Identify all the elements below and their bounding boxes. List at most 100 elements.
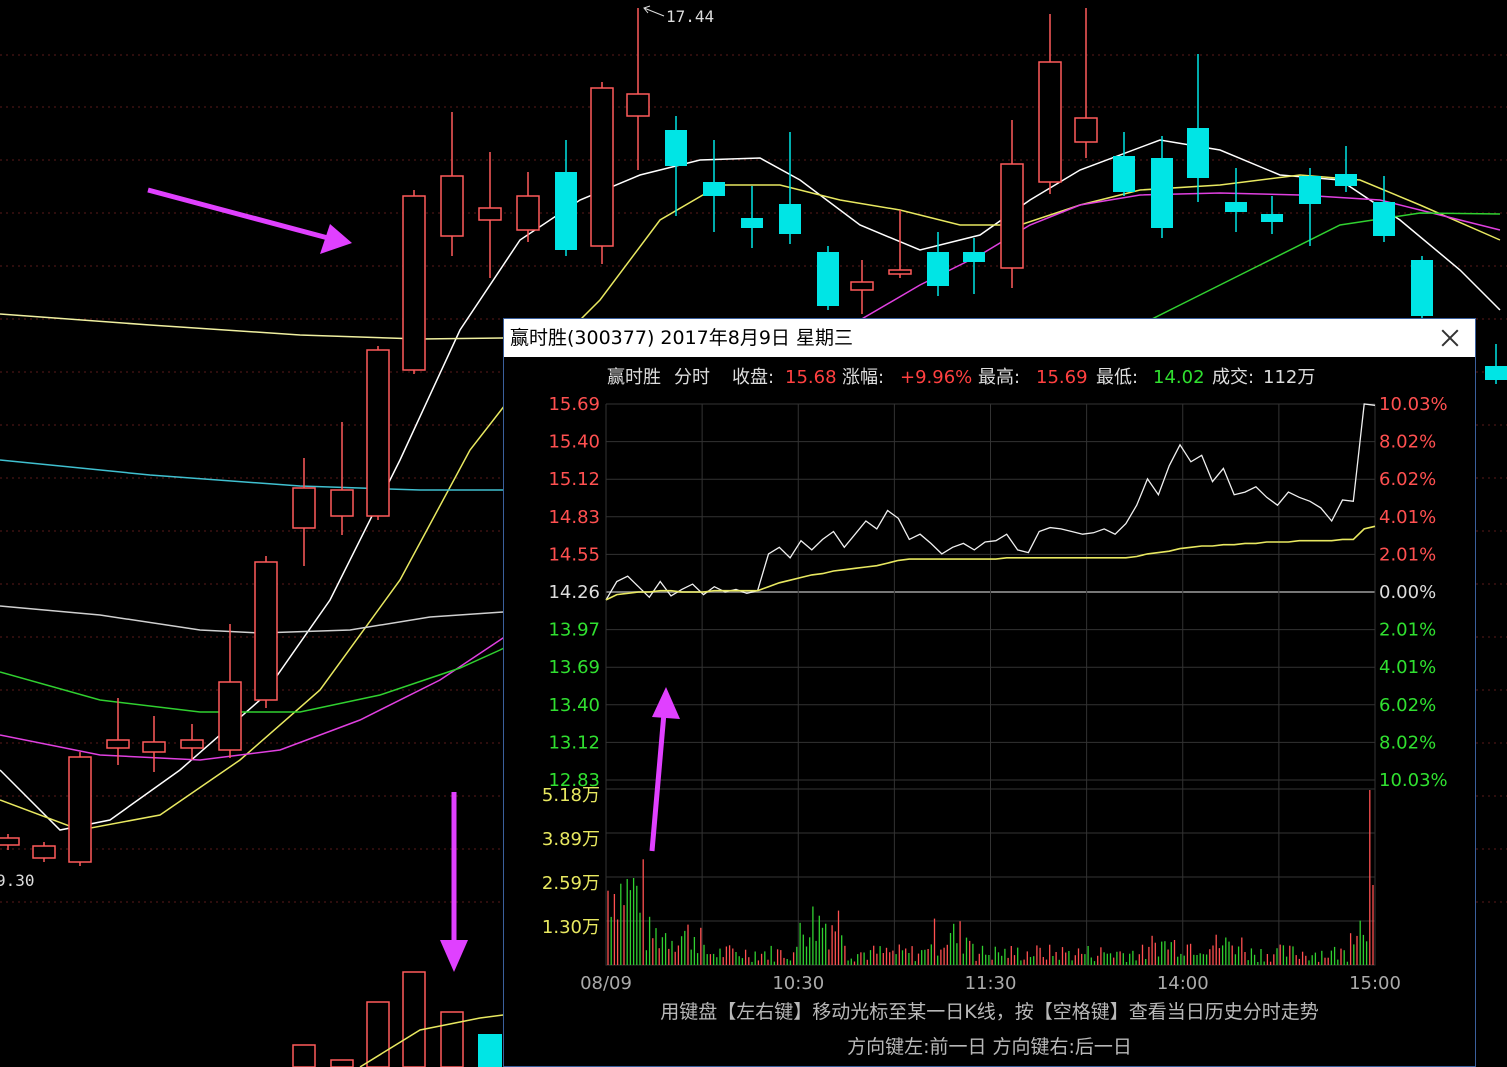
candlesticks	[0, 8, 1507, 866]
candlestick	[703, 140, 725, 232]
pointing-arrow-icon	[649, 687, 680, 852]
candlestick	[366, 346, 390, 520]
volume-axis: 5.18万 3.89万 2.59万 1.30万	[542, 785, 600, 938]
kline-volume-bar	[440, 1011, 464, 1067]
candlestick	[218, 624, 242, 758]
candle-body-down	[779, 204, 801, 234]
candle-body-up	[626, 93, 650, 117]
candlestick	[0, 834, 20, 850]
candlestick	[516, 172, 540, 242]
candlestick	[1225, 168, 1247, 232]
candlestick	[888, 210, 912, 278]
percent-tick-label: 0.00%	[1379, 582, 1436, 603]
candlestick	[1038, 14, 1062, 194]
pointing-arrow-icon	[147, 187, 352, 254]
candle-body-up	[292, 487, 316, 529]
candle-body-down	[1187, 128, 1209, 178]
candlestick	[1373, 176, 1395, 242]
percent-tick-label: 10.03%	[1379, 394, 1448, 415]
candlestick	[850, 260, 874, 314]
price-axis: 15.69 15.40 15.12 14.83 14.55 14.26 13.97 13.69…	[548, 394, 600, 791]
annotation-arrows	[147, 187, 468, 972]
kline-volume-bar	[478, 1034, 502, 1067]
price-tick-label: 14.83	[548, 507, 600, 528]
volume-tick-label: 2.59万	[542, 873, 600, 894]
candle-body-up	[478, 207, 502, 221]
candlestick	[1485, 344, 1507, 384]
volume-tick-label: 5.18万	[542, 785, 600, 806]
candle-body-down	[1151, 158, 1173, 228]
percent-axis: 10.03% 8.02% 6.02% 4.01% 2.01% 0.00% 2.01% 4.01…	[1379, 394, 1448, 791]
popup-title-bar[interactable]: 赢时胜(300377) 2017年8月9日 星期三	[504, 319, 1475, 357]
candlestick	[180, 724, 204, 760]
candlestick	[555, 140, 577, 256]
candle-body-up	[32, 845, 56, 859]
time-tick-label: 10:30	[772, 973, 824, 994]
percent-tick-label: 6.02%	[1379, 469, 1436, 490]
close-value: 15.68	[785, 367, 837, 388]
percent-tick-label: 10.03%	[1379, 770, 1448, 791]
candlestick	[817, 246, 839, 310]
candlestick	[142, 716, 166, 772]
time-tick-label: 08/09	[580, 973, 632, 994]
candle-body-up	[218, 681, 242, 751]
candle-body-down	[741, 218, 763, 228]
time-axis: 08/09 10:30 11:30 14:00 15:00	[580, 973, 1401, 994]
candle-body-up	[850, 281, 874, 291]
moving-average-line	[0, 459, 503, 491]
candlestick	[779, 132, 801, 244]
candlestick	[1187, 54, 1209, 202]
high-price-marker: 17.44	[643, 5, 714, 26]
candlestick	[292, 458, 316, 566]
candle-body-up	[366, 349, 390, 517]
percent-tick-label: 4.01%	[1379, 507, 1436, 528]
price-tick-label: 14.55	[548, 544, 600, 565]
candlestick	[1151, 136, 1173, 238]
candlestick	[440, 112, 464, 256]
candlestick	[590, 82, 614, 264]
stock-name: 赢时胜	[607, 366, 661, 388]
candlestick	[665, 116, 687, 216]
change-label: 涨幅:	[842, 367, 884, 388]
high-price-label: 17.44	[666, 7, 714, 26]
candlestick	[741, 186, 763, 248]
price-tick-label: 13.69	[548, 657, 600, 678]
candle-body-up	[888, 269, 912, 275]
candle-body-up	[254, 561, 278, 701]
time-tick-label: 11:30	[965, 973, 1017, 994]
price-tick-label: 12.83	[548, 770, 600, 791]
kline-volume-bar	[292, 1044, 316, 1067]
high-label: 最高:	[978, 367, 1020, 388]
candlestick	[626, 8, 650, 170]
volume-bars	[607, 790, 1374, 965]
candle-body-down	[1261, 214, 1283, 222]
time-tick-label: 14:00	[1157, 973, 1209, 994]
kline-volume-bars	[292, 971, 504, 1067]
candle-body-up	[1038, 61, 1062, 183]
candlestick	[1411, 256, 1433, 318]
candle-body-down	[665, 130, 687, 166]
percent-tick-label: 4.01%	[1379, 657, 1436, 678]
candle-body-down	[1411, 260, 1433, 316]
candle-body-down	[703, 182, 725, 196]
volume-label: 成交:	[1212, 367, 1254, 388]
candle-body-up	[1074, 117, 1098, 143]
candle-body-down	[555, 172, 577, 250]
low-value: 14.02	[1153, 367, 1205, 388]
price-tick-label: 15.40	[548, 432, 600, 453]
moving-average-line	[0, 605, 504, 634]
percent-tick-label: 8.02%	[1379, 432, 1436, 453]
candlestick	[68, 752, 92, 866]
close-label: 收盘:	[732, 367, 774, 388]
candle-body-up	[440, 175, 464, 237]
close-icon[interactable]	[1435, 323, 1465, 353]
price-series	[605, 403, 1376, 601]
percent-tick-label: 2.01%	[1379, 544, 1436, 565]
candle-body-up	[106, 739, 130, 749]
moving-average-line	[0, 313, 504, 340]
candle-body-down	[927, 252, 949, 286]
candlestick	[1000, 120, 1024, 288]
candlestick	[927, 232, 949, 296]
price-tick-label: 15.12	[548, 469, 600, 490]
popup-title: 赢时胜(300377) 2017年8月9日 星期三	[510, 327, 853, 349]
